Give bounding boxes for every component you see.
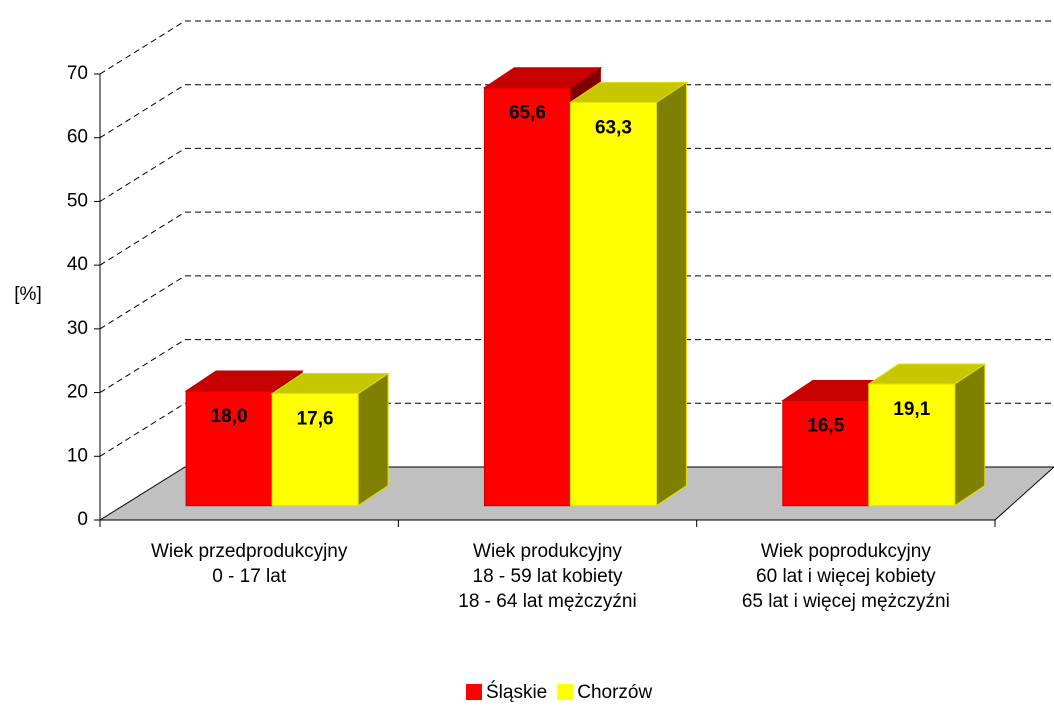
y-axis-label: [%] xyxy=(14,284,41,305)
legend-swatch xyxy=(557,684,574,700)
bar-side xyxy=(655,81,687,507)
value-label: 63,3 xyxy=(595,117,632,138)
grid-line xyxy=(99,402,186,457)
y-tick-label: 10 xyxy=(67,445,88,466)
grid-line xyxy=(99,148,186,202)
bar xyxy=(569,101,657,507)
x-tick-label: Wiek produkcyjny xyxy=(473,541,622,562)
bar xyxy=(185,390,273,507)
y-tick-label: 70 xyxy=(67,63,88,84)
y-tick-label: 50 xyxy=(67,190,88,211)
value-label: 17,6 xyxy=(297,409,334,430)
grid-line xyxy=(99,84,186,139)
x-tick-label: 65 lat i więcej mężczyźni xyxy=(742,591,950,612)
y-tick-label: 0 xyxy=(77,509,88,530)
y-tick-label: 40 xyxy=(67,254,88,275)
y-tick-label: 60 xyxy=(67,127,88,148)
grid-line xyxy=(99,275,186,330)
bar-side xyxy=(357,372,389,507)
y-tick-label: 30 xyxy=(67,318,88,339)
value-label: 18,0 xyxy=(211,406,248,427)
grid-line xyxy=(99,20,186,75)
x-tick-label: 60 lat i więcej kobiety xyxy=(756,566,936,587)
legend-swatch xyxy=(466,684,482,700)
bar xyxy=(271,393,359,507)
x-tick-label: Wiek przedprodukcyjny xyxy=(151,541,348,562)
grid-line xyxy=(99,211,186,266)
value-label: 65,6 xyxy=(509,103,546,124)
value-label: 16,5 xyxy=(807,416,844,437)
x-tick-label: 18 - 64 lat mężczyźni xyxy=(458,591,636,612)
x-tick-label: 18 - 59 lat kobiety xyxy=(473,566,623,587)
x-tick-label: 0 - 17 lat xyxy=(212,566,287,587)
bar-side xyxy=(954,363,986,507)
legend-label: Chorzów xyxy=(577,682,652,703)
legend-label: Śląskie xyxy=(486,681,547,703)
bar xyxy=(483,87,571,507)
x-tick-label: Wiek poprodukcyjny xyxy=(761,541,932,562)
bar xyxy=(782,400,870,507)
grid-line xyxy=(99,339,186,393)
bar xyxy=(868,383,956,507)
y-tick-label: 20 xyxy=(67,382,88,403)
value-label: 19,1 xyxy=(893,399,930,420)
